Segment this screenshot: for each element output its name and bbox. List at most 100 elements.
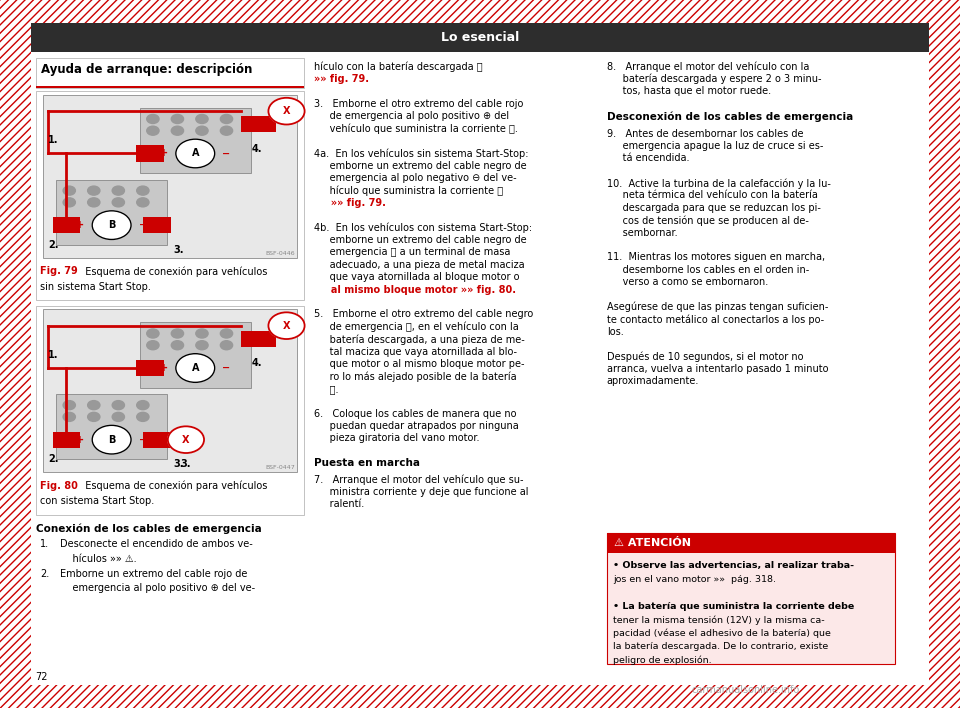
Text: tá encendida.: tá encendida. bbox=[607, 153, 689, 164]
Text: BSF-0446: BSF-0446 bbox=[265, 251, 295, 256]
Text: batería descargada, a una pieza de me-: batería descargada, a una pieza de me- bbox=[314, 334, 525, 345]
Text: desemborne los cables en el orden in-: desemborne los cables en el orden in- bbox=[607, 265, 809, 275]
Text: pacidad (véase el adhesivo de la batería) que: pacidad (véase el adhesivo de la batería… bbox=[613, 629, 831, 638]
Text: cos de tensión que se producen al de-: cos de tensión que se producen al de- bbox=[607, 215, 808, 226]
Text: 8.   Arranque el motor del vehículo con la: 8. Arranque el motor del vehículo con la bbox=[607, 62, 809, 72]
Text: los.: los. bbox=[607, 326, 623, 337]
Text: 72: 72 bbox=[36, 672, 48, 682]
Bar bbox=[53, 432, 81, 448]
Circle shape bbox=[171, 115, 183, 123]
Text: 1.: 1. bbox=[40, 539, 50, 549]
Bar bbox=[53, 217, 81, 234]
Bar bbox=[143, 217, 171, 234]
Text: 11.  Mientras los motores siguen en marcha,: 11. Mientras los motores siguen en march… bbox=[607, 252, 825, 263]
Text: Asegúrese de que las pinzas tengan suficien-: Asegúrese de que las pinzas tengan sufic… bbox=[607, 302, 828, 312]
Text: al mismo bloque motor »» fig. 80.: al mismo bloque motor »» fig. 80. bbox=[314, 285, 516, 295]
Circle shape bbox=[196, 115, 208, 123]
Circle shape bbox=[87, 401, 100, 410]
Text: 2.: 2. bbox=[48, 240, 59, 250]
Text: Ayuda de arranque: descripción: Ayuda de arranque: descripción bbox=[41, 63, 252, 76]
Text: vehículo que suministra la corriente Ⓑ.: vehículo que suministra la corriente Ⓑ. bbox=[314, 123, 517, 134]
Text: emborne un extremo del cable negro de: emborne un extremo del cable negro de bbox=[314, 235, 526, 245]
Circle shape bbox=[92, 211, 132, 239]
Circle shape bbox=[168, 426, 204, 453]
Bar bbox=[0, 0, 960, 23]
Circle shape bbox=[147, 126, 159, 135]
Text: emborne un extremo del cable negro de: emborne un extremo del cable negro de bbox=[314, 161, 526, 171]
Circle shape bbox=[176, 139, 215, 168]
Text: X: X bbox=[283, 106, 290, 116]
Text: puedan quedar atrapados por ninguna: puedan quedar atrapados por ninguna bbox=[314, 421, 518, 431]
Bar bbox=[36, 91, 304, 300]
Circle shape bbox=[221, 341, 232, 350]
Text: neta térmica del vehículo con la batería: neta térmica del vehículo con la batería bbox=[607, 190, 818, 200]
Text: Emborne un extremo del cable rojo de: Emborne un extremo del cable rojo de bbox=[60, 569, 247, 578]
Circle shape bbox=[221, 126, 232, 135]
Bar bbox=[136, 360, 164, 376]
Circle shape bbox=[147, 341, 159, 350]
Bar bbox=[143, 432, 171, 448]
Text: aproximadamente.: aproximadamente. bbox=[607, 376, 699, 387]
Text: de emergencia Ⓧ, en el vehículo con la: de emergencia Ⓧ, en el vehículo con la bbox=[314, 321, 518, 332]
Circle shape bbox=[176, 354, 215, 382]
Bar bbox=[31, 23, 929, 52]
Text: peligro de explosión.: peligro de explosión. bbox=[613, 656, 712, 665]
Text: 6.   Coloque los cables de manera que no: 6. Coloque los cables de manera que no bbox=[314, 409, 516, 418]
Text: 2.: 2. bbox=[48, 455, 59, 464]
Circle shape bbox=[63, 401, 76, 410]
Circle shape bbox=[196, 126, 208, 135]
Circle shape bbox=[87, 198, 100, 207]
Circle shape bbox=[92, 426, 132, 454]
Text: hículos »» ⚠.: hículos »» ⚠. bbox=[60, 554, 136, 564]
Text: 3.: 3. bbox=[174, 459, 184, 469]
Circle shape bbox=[112, 412, 125, 421]
Text: emergencia al polo negativo ⊖ del ve-: emergencia al polo negativo ⊖ del ve- bbox=[314, 173, 516, 183]
Circle shape bbox=[171, 341, 183, 350]
Text: emergencia Ⓧ a un terminal de masa: emergencia Ⓧ a un terminal de masa bbox=[314, 247, 511, 258]
Text: −: − bbox=[139, 220, 147, 230]
Text: Fig. 80: Fig. 80 bbox=[40, 481, 78, 491]
Circle shape bbox=[112, 401, 125, 410]
Text: +: + bbox=[160, 149, 168, 159]
Text: X: X bbox=[182, 435, 190, 445]
Circle shape bbox=[136, 412, 149, 421]
Text: 1.: 1. bbox=[48, 135, 59, 145]
Bar bbox=[607, 533, 895, 664]
Text: 3.: 3. bbox=[180, 459, 191, 469]
Circle shape bbox=[269, 98, 304, 125]
Text: tener la misma tensión (12V) y la misma ca-: tener la misma tensión (12V) y la misma … bbox=[613, 615, 825, 624]
Text: adecuado, a una pieza de metal maciza: adecuado, a una pieza de metal maciza bbox=[314, 260, 524, 270]
Bar bbox=[929, 0, 960, 708]
Bar bbox=[36, 86, 304, 88]
Circle shape bbox=[87, 186, 100, 195]
Text: 3.: 3. bbox=[174, 244, 184, 255]
Circle shape bbox=[196, 341, 208, 350]
Text: +: + bbox=[77, 435, 84, 445]
Text: 7.   Arranque el motor del vehículo que su-: 7. Arranque el motor del vehículo que su… bbox=[314, 474, 523, 485]
Text: ministra corriente y deje que funcione al: ministra corriente y deje que funcione a… bbox=[314, 486, 528, 496]
Circle shape bbox=[147, 115, 159, 123]
Text: 4b.  En los vehículos con sistema Start-Stop:: 4b. En los vehículos con sistema Start-S… bbox=[314, 222, 532, 233]
Bar bbox=[136, 145, 164, 161]
Bar bbox=[241, 116, 276, 132]
Text: Desconexión de los cables de emergencia: Desconexión de los cables de emergencia bbox=[607, 111, 853, 122]
Text: BSF-0447: BSF-0447 bbox=[265, 465, 295, 470]
Circle shape bbox=[147, 329, 159, 338]
Text: Conexión de los cables de emergencia: Conexión de los cables de emergencia bbox=[36, 523, 261, 534]
Text: 5.   Emborne el otro extremo del cable negro: 5. Emborne el otro extremo del cable neg… bbox=[314, 309, 533, 319]
Text: −: − bbox=[139, 435, 147, 445]
Text: 3.   Emborne el otro extremo del cable rojo: 3. Emborne el otro extremo del cable roj… bbox=[314, 98, 523, 109]
Text: jos en el vano motor »»  pág. 318.: jos en el vano motor »» pág. 318. bbox=[613, 575, 777, 584]
Circle shape bbox=[136, 186, 149, 195]
Bar bbox=[0, 685, 960, 708]
Text: 10.  Active la turbina de la calefacción y la lu-: 10. Active la turbina de la calefacción … bbox=[607, 178, 830, 188]
Bar bbox=[607, 533, 895, 553]
Text: ro lo más alejado posible de la batería: ro lo más alejado posible de la batería bbox=[314, 371, 516, 382]
Text: emergencia apague la luz de cruce si es-: emergencia apague la luz de cruce si es- bbox=[607, 141, 823, 151]
Text: hículo con la batería descargada Ⓐ: hículo con la batería descargada Ⓐ bbox=[314, 62, 483, 72]
Text: la batería descargada. De lo contrario, existe: la batería descargada. De lo contrario, … bbox=[613, 642, 828, 651]
Text: • La batería que suministra la corriente debe: • La batería que suministra la corriente… bbox=[613, 602, 854, 611]
Text: 4.: 4. bbox=[252, 144, 262, 154]
Text: hículo que suministra la corriente Ⓑ: hículo que suministra la corriente Ⓑ bbox=[314, 185, 503, 196]
Text: Lo esencial: Lo esencial bbox=[441, 31, 519, 44]
